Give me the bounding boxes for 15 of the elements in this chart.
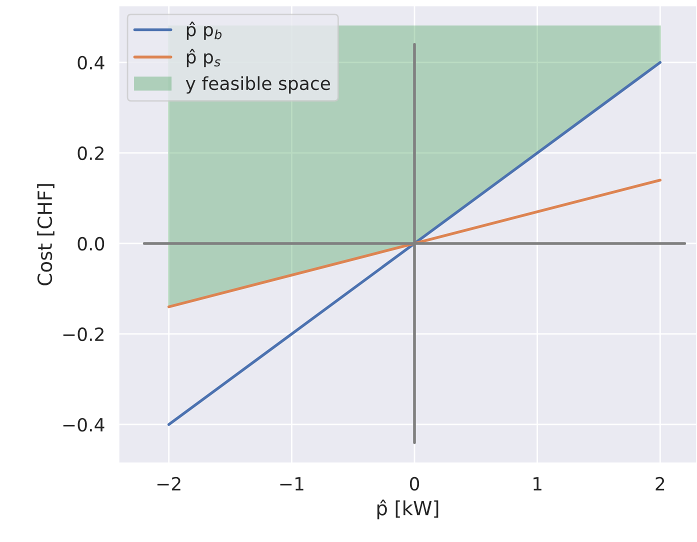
x-tick-label: 2 [656,476,664,490]
legend-label: p̂ p$_{b}$ [186,22,222,40]
y-axis-title: Cost [CHF] [37,184,54,286]
y-tick-label: 0.0 [78,236,104,251]
y-tick-label: 0.4 [78,56,104,70]
x-tick-label: −2 [157,476,180,490]
y-tick-label: 0.2 [78,146,104,160]
x-tick-label: 0 [410,476,420,491]
y-tick-label: −0.2 [63,327,104,342]
x-tick-label: −1 [280,477,304,490]
y-tick-label: −0.4 [63,418,104,432]
x-axis-title: p̂ [kW] [377,500,438,520]
legend-label: y feasible space [186,76,330,94]
legend-label: p̂ p$_{s}$ [186,48,220,68]
x-tick-label: 1 [534,477,542,490]
